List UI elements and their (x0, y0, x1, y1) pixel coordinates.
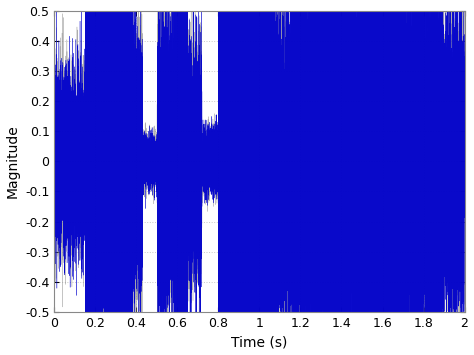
Y-axis label: Magnitude: Magnitude (6, 124, 19, 198)
X-axis label: Time (s): Time (s) (231, 335, 288, 349)
